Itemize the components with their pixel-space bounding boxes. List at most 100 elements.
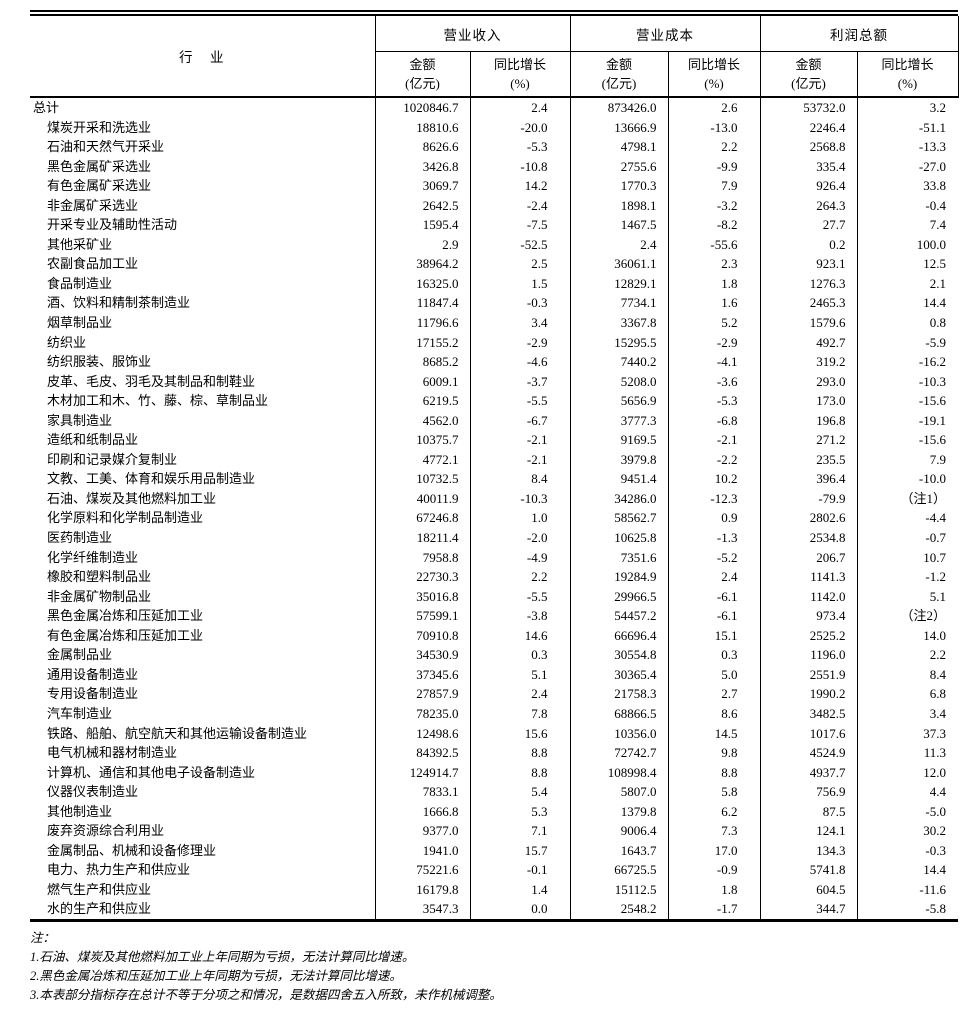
table-row: 开采专业及辅助性活动 1595.4 -7.5 1467.5 -8.2 27.7 …: [30, 215, 958, 235]
cost-growth-cell: -1.7: [667, 899, 760, 922]
revenue-amount-cell: 57599.1: [374, 606, 470, 626]
revenue-growth-cell: 1.0: [469, 508, 570, 529]
cost-amount-cell: 21758.3: [569, 684, 668, 704]
revenue-growth-cell: 14.2: [469, 176, 570, 196]
profit-growth-cell: 2.1: [856, 273, 958, 294]
cost-growth-cell: -13.0: [667, 117, 760, 138]
growth-header-line1: 同比增长: [687, 56, 740, 72]
table-row: 石油和天然气开采业 8626.6 -5.3 4798.1 2.2 2568.8 …: [30, 137, 958, 157]
profit-amount-cell: 173.0: [759, 391, 857, 411]
amount-header-line1: 金额: [795, 56, 822, 72]
revenue-amount-cell: 11796.6: [374, 313, 470, 333]
profit-growth-cell: -19.1: [856, 410, 958, 431]
amount-header-line1: 金额: [605, 56, 632, 72]
revenue-amount-cell: 10732.5: [374, 469, 470, 489]
cost-growth-cell: 10.2: [667, 469, 760, 489]
profit-amount-cell: 235.5: [759, 449, 857, 470]
revenue-growth-cell: -20.0: [469, 117, 570, 138]
revenue-amount-cell: 34530.9: [374, 645, 470, 665]
table-header-sub-row: 金额 (亿元) 同比增长 (%) 金额 (亿元) 同比增长 (%): [30, 51, 959, 98]
industry-name-cell: 皮革、毛皮、羽毛及其制品和制鞋业: [47, 373, 256, 389]
profit-amount-cell: 206.7: [759, 547, 857, 568]
table-row: 有色金属矿采选业 3069.7 14.2 1770.3 7.9 926.4 33…: [30, 176, 958, 196]
table-row: 非金属矿物制品业 35016.8 -5.5 29966.5 -6.1 1142.…: [30, 586, 958, 607]
profit-amount-cell: 2551.9: [759, 664, 857, 685]
profit-growth-header: 同比增长 (%): [856, 51, 959, 98]
profit-growth-cell: -15.6: [856, 391, 958, 411]
cost-growth-cell: -1.3: [667, 528, 760, 548]
profit-amount-cell: 923.1: [759, 254, 857, 274]
cost-growth-cell: -2.9: [667, 332, 760, 353]
profit-amount-cell: 335.4: [759, 156, 857, 177]
cost-growth-cell: -12.3: [667, 488, 760, 509]
cost-growth-header: 同比增长 (%): [667, 51, 760, 98]
table-row: 纺织服装、服饰业 8685.2 -4.6 7440.2 -4.1 319.2 -…: [30, 352, 958, 372]
industry-name-cell: 水的生产和供应业: [30, 899, 375, 922]
table-row: 木材加工和木、竹、藤、棕、草制品业 6219.5 -5.5 5656.9 -5.…: [30, 391, 958, 411]
notes-title: 注：: [30, 930, 56, 945]
industry-name-cell: 电气机械和器材制造业: [47, 745, 178, 761]
revenue-amount-cell: 1666.8: [374, 801, 470, 822]
cost-amount-cell: 2755.6: [569, 156, 668, 177]
cost-growth-cell: 7.9: [667, 176, 760, 196]
cost-growth-cell: 2.3: [667, 254, 760, 274]
cost-growth-cell: 6.2: [667, 801, 760, 822]
table-row: 造纸和纸制品业 10375.7 -2.1 9169.5 -2.1 271.2 -…: [30, 430, 958, 450]
cost-growth-cell: -3.2: [667, 195, 760, 216]
revenue-growth-cell: 0.0: [469, 899, 570, 922]
industry-name-cell: 石油和天然气开采业: [47, 139, 165, 155]
revenue-amount-cell: 22730.3: [374, 567, 470, 587]
cost-growth-cell: -2.2: [667, 449, 760, 470]
profit-growth-cell: （注2）: [856, 606, 958, 626]
revenue-growth-cell: 1.5: [469, 273, 570, 294]
profit-amount-cell: 1579.6: [759, 313, 857, 333]
cost-amount-cell: 7351.6: [569, 547, 668, 568]
revenue-amount-cell: 17155.2: [374, 332, 470, 353]
profit-growth-cell: -10.3: [856, 371, 958, 392]
industry-name-cell: 专用设备制造业: [47, 686, 139, 702]
cost-amount-cell: 15112.5: [569, 879, 668, 900]
cost-growth-cell: 8.6: [667, 703, 760, 724]
profit-growth-cell: 2.2: [856, 645, 958, 665]
revenue-amount-cell: 3426.8: [374, 156, 470, 177]
revenue-amount-cell: 4562.0: [374, 410, 470, 431]
industry-name-cell: 木材加工和木、竹、藤、棕、草制品业: [47, 393, 269, 409]
revenue-growth-cell: -4.6: [469, 352, 570, 372]
revenue-amount-cell: 3069.7: [374, 176, 470, 196]
profit-amount-cell: 2465.3: [759, 293, 857, 314]
industry-column-header: 行 业: [30, 16, 375, 98]
table-row: 化学原料和化学制品制造业 67246.8 1.0 58562.7 0.9 280…: [30, 508, 958, 529]
industry-name-cell: 文教、工美、体育和娱乐用品制造业: [47, 471, 256, 487]
profit-amount-cell: 134.3: [759, 840, 857, 861]
industry-name-cell: 石油、煤炭及其他燃料加工业: [47, 490, 217, 506]
table-row: 仪器仪表制造业 7833.1 5.4 5807.0 5.8 756.9 4.4: [30, 782, 958, 802]
industry-name-cell: 金属制品业: [47, 647, 113, 663]
amount-header-line1: 金额: [409, 56, 436, 72]
note-line-1: 1.石油、煤炭及其他燃料加工业上年同期为亏损，无法计算同比增速。: [30, 949, 415, 964]
cost-amount-cell: 3367.8: [569, 313, 668, 333]
table-row: 家具制造业 4562.0 -6.7 3777.3 -6.8 196.8 -19.…: [30, 410, 958, 431]
profit-amount-cell: 973.4: [759, 606, 857, 626]
revenue-growth-cell: -2.4: [469, 195, 570, 216]
revenue-growth-cell: -10.8: [469, 156, 570, 177]
profit-amount-cell: 396.4: [759, 469, 857, 489]
cost-amount-cell: 2.4: [569, 234, 668, 255]
table-row: 石油、煤炭及其他燃料加工业 40011.9 -10.3 34286.0 -12.…: [30, 488, 958, 509]
profit-amount-cell: 196.8: [759, 410, 857, 431]
profit-amount-cell: 492.7: [759, 332, 857, 353]
revenue-amount-cell: 70910.8: [374, 625, 470, 646]
industry-name-cell: 汽车制造业: [47, 705, 113, 721]
industry-name-cell: 铁路、船舶、航空航天和其他运输设备制造业: [47, 725, 308, 741]
cost-amount-cell: 72742.7: [569, 743, 668, 763]
cost-amount-cell: 66696.4: [569, 625, 668, 646]
revenue-growth-cell: 7.1: [469, 821, 570, 841]
revenue-growth-cell: 2.4: [469, 97, 570, 118]
revenue-growth-cell: -5.5: [469, 391, 570, 411]
cost-growth-cell: 2.6: [667, 97, 760, 118]
table-row: 其他采矿业 2.9 -52.5 2.4 -55.6 0.2 100.0: [30, 234, 958, 255]
revenue-growth-cell: -4.9: [469, 547, 570, 568]
cost-amount-cell: 54457.2: [569, 606, 668, 626]
table-row: 化学纤维制造业 7958.8 -4.9 7351.6 -5.2 206.7 10…: [30, 547, 958, 568]
profit-amount-cell: 27.7: [759, 215, 857, 235]
